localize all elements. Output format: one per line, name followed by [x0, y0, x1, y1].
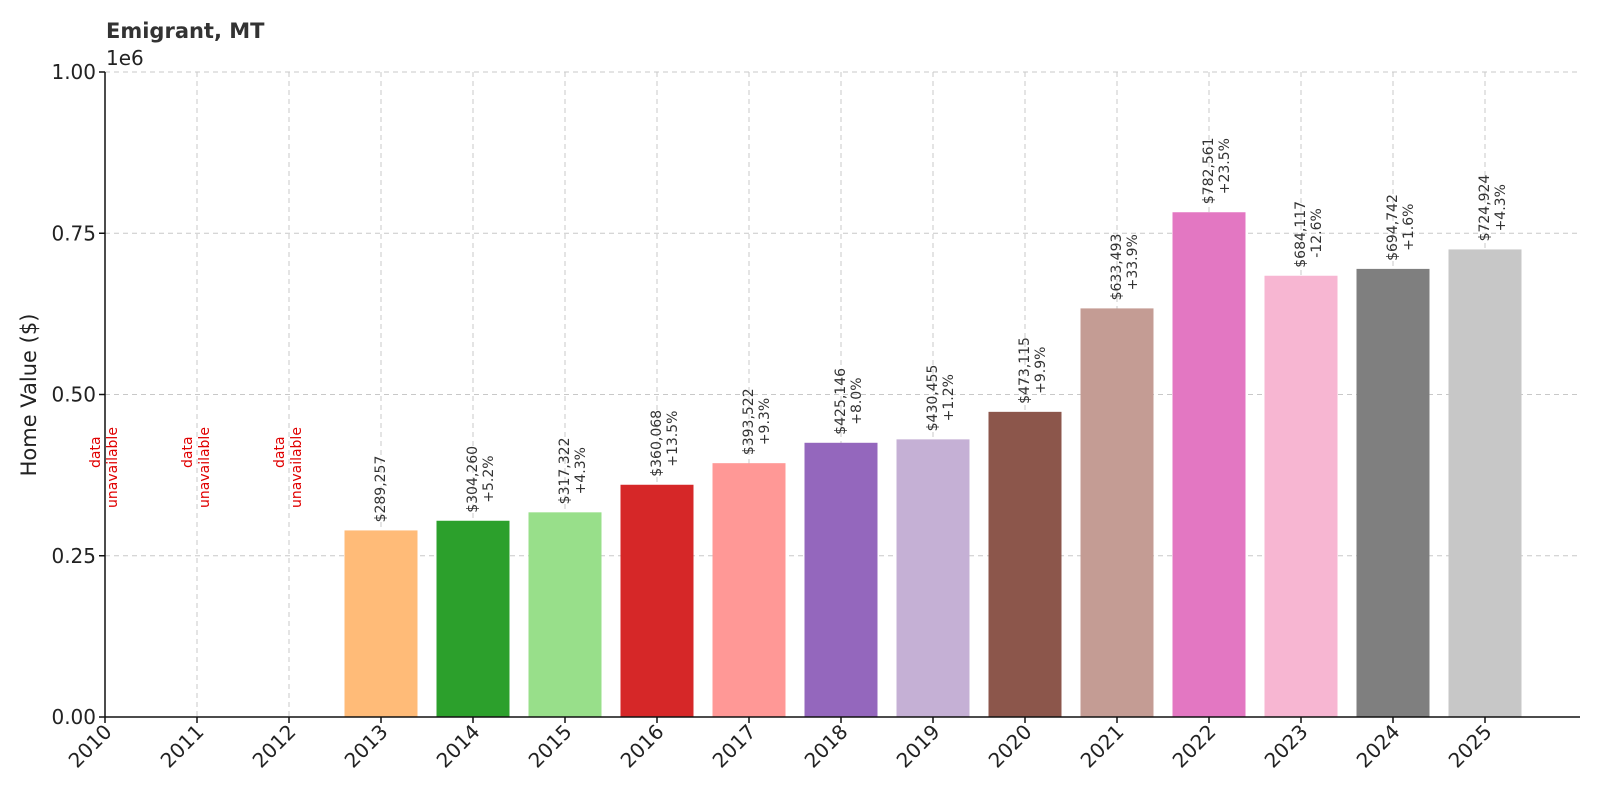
unavailable-line-1: data	[272, 436, 288, 468]
value-label: $633,493	[1109, 234, 1125, 301]
change-label: +9.3%	[757, 398, 773, 445]
change-label: +4.3%	[573, 447, 589, 494]
bar-2019	[896, 439, 970, 717]
bar-2016	[620, 484, 694, 717]
value-label: $289,257	[373, 456, 389, 523]
x-tick-label: 2014	[432, 720, 485, 773]
unavailable-line-2: unavailable	[289, 427, 305, 508]
change-label: -12.6%	[1309, 208, 1325, 258]
value-label: $317,322	[557, 438, 573, 505]
change-label: +23.5%	[1217, 138, 1233, 194]
unavailable-line-1: data	[180, 436, 196, 468]
value-label: $430,455	[925, 365, 941, 432]
bar-2020	[988, 411, 1062, 717]
change-label: +8.0%	[849, 377, 865, 424]
value-label: $684,117	[1293, 201, 1309, 268]
y-tick-label: 0.50	[51, 383, 96, 407]
bar-2025	[1448, 249, 1522, 718]
value-label: $724,924	[1477, 175, 1493, 242]
bar-2018	[804, 442, 878, 717]
bar-2021	[1080, 308, 1154, 717]
x-tick-label: 2015	[524, 720, 577, 773]
change-label: +9.9%	[1033, 347, 1049, 394]
x-tick-label: 2013	[340, 720, 393, 773]
bar-2024	[1356, 268, 1430, 717]
bar-2023	[1264, 275, 1338, 717]
unavailable-line-2: unavailable	[197, 427, 213, 508]
value-label: $360,068	[649, 410, 665, 477]
change-label: +4.3%	[1493, 184, 1509, 231]
x-tick-label: 2024	[1352, 720, 1405, 773]
value-label: $473,115	[1017, 337, 1033, 404]
bar-2017	[712, 463, 786, 717]
bar-2022	[1172, 212, 1246, 717]
x-tick-label: 2022	[1168, 720, 1221, 773]
y-tick-label: 1.00	[51, 60, 96, 84]
y-axis-offset-text: 1e6	[106, 46, 144, 70]
x-tick-label: 2021	[1076, 720, 1129, 773]
value-label: $694,742	[1385, 194, 1401, 261]
change-label: +5.2%	[481, 455, 497, 502]
change-label: +13.5%	[665, 411, 681, 467]
data-unavailable-label: data unavailable	[272, 427, 305, 508]
value-label: $425,146	[833, 368, 849, 435]
x-tick-label: 2012	[248, 720, 301, 773]
data-unavailable-label: data unavailable	[88, 427, 121, 508]
unavailable-line-1: data	[88, 436, 104, 468]
x-tick-label: 2023	[1260, 720, 1313, 773]
x-axis-ticks: 2010 2011 2012 2013 2014 2015 2016 2017 2018 2019…	[64, 717, 1497, 773]
data-unavailable-label: data unavailable	[180, 427, 213, 508]
y-axis-label: Home Value ($)	[17, 314, 41, 477]
x-tick-label: 2016	[616, 720, 669, 773]
y-tick-label: 0.25	[51, 544, 96, 568]
x-tick-label: 2017	[708, 720, 761, 773]
y-tick-label: 0.00	[51, 705, 96, 729]
data-labels: data unavailable data unavailable data unavai…	[88, 137, 1509, 522]
change-label: +1.2%	[941, 374, 957, 421]
bars	[344, 212, 1522, 718]
change-label: +1.6%	[1401, 204, 1417, 251]
y-axis-ticks: 0.00 0.25 0.50 0.75 1.00	[51, 60, 105, 729]
x-tick-label: 2019	[892, 720, 945, 773]
value-label: $304,260	[465, 446, 481, 513]
bar-2014	[436, 520, 510, 717]
x-tick-label: 2011	[156, 720, 209, 773]
x-tick-label: 2020	[984, 720, 1037, 773]
bar-2015	[528, 512, 602, 717]
y-tick-label: 0.75	[51, 221, 96, 245]
value-label: $782,561	[1201, 137, 1217, 204]
change-label: +33.9%	[1125, 234, 1141, 290]
bar-2013	[344, 530, 418, 717]
value-label: $393,522	[741, 388, 757, 455]
unavailable-line-2: unavailable	[105, 427, 121, 508]
x-tick-label: 2018	[800, 720, 853, 773]
x-tick-label: 2025	[1444, 720, 1497, 773]
chart-title: Emigrant, MT	[106, 19, 265, 43]
